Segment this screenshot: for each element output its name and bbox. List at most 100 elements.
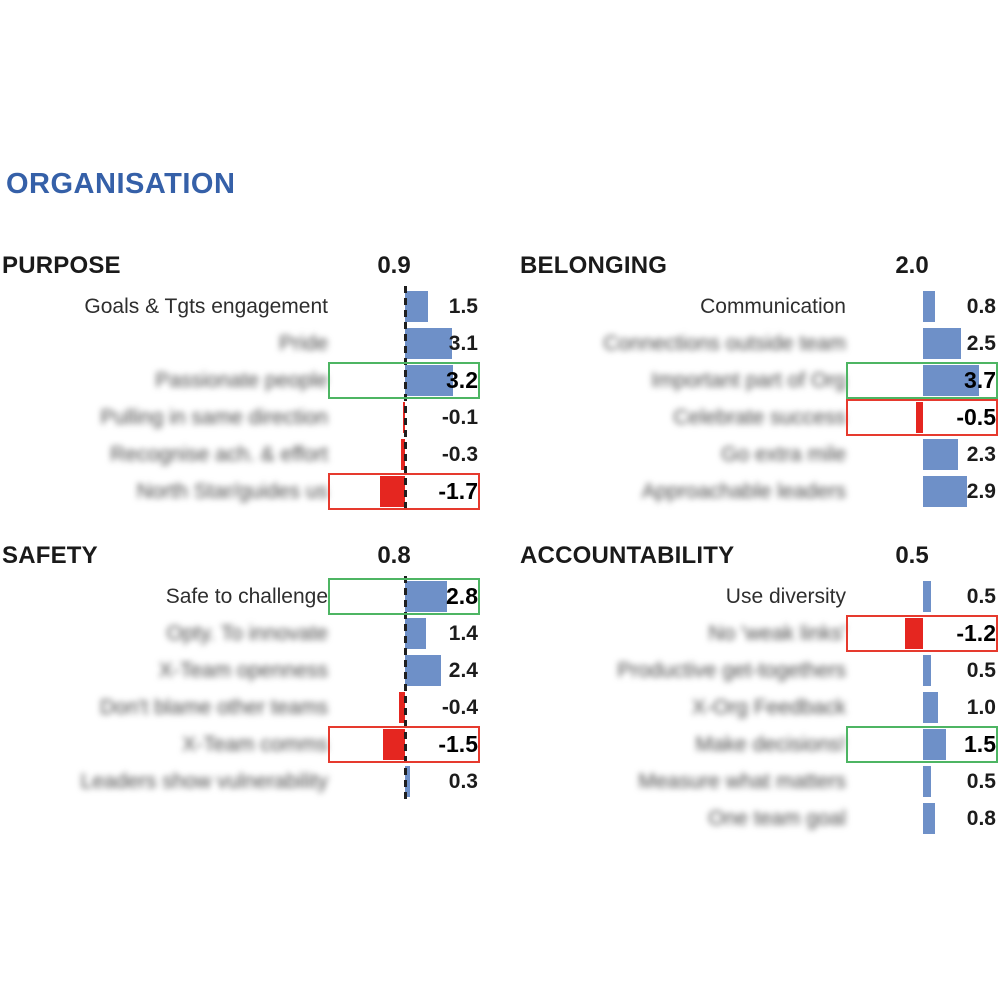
chart-row: Approachable leaders 2.9: [518, 473, 1000, 510]
row-value: -0.5: [956, 404, 996, 430]
section-score: 2.0: [895, 252, 929, 279]
row-value: -1.7: [438, 478, 478, 504]
row-value: 3.1: [448, 332, 478, 355]
section-title: ACCOUNTABILITY: [520, 542, 735, 569]
row-label: Important part of Org: [651, 369, 846, 392]
bar-positive: [405, 618, 426, 649]
row-value: 0.5: [966, 585, 996, 608]
row-value: -1.5: [438, 731, 478, 757]
bar-positive: [923, 655, 931, 686]
bar-positive: [923, 581, 931, 612]
chart-row: Connections outside team 2.5: [518, 325, 1000, 362]
highlight-box-good: [328, 362, 480, 399]
row-label: One team goal: [708, 807, 846, 830]
row-label: Pulling in same direction: [100, 406, 328, 429]
bar-positive: [405, 328, 452, 359]
row-label: Leaders show vulnerability: [80, 770, 328, 793]
chart-row: One team goal 0.8: [518, 800, 1000, 837]
bar-negative: [400, 439, 405, 470]
bar-negative: [915, 402, 923, 433]
chart-row: X-Team openness 2.4: [0, 652, 484, 689]
row-label: Use diversity: [725, 585, 846, 608]
row-label: Connections outside team: [603, 332, 846, 355]
highlight-box-bad: [846, 615, 998, 652]
row-label: Communication: [700, 295, 846, 318]
row-value: 3.2: [446, 367, 478, 393]
row-value: 1.5: [964, 731, 996, 757]
chart-row: Leaders show vulnerability 0.3: [0, 763, 484, 800]
row-value: -1.2: [956, 620, 996, 646]
chart-row: Pulling in same direction -0.1: [0, 399, 484, 436]
chart-row: Use diversity 0.5: [518, 578, 1000, 615]
chart-row: Make decisions! 1.5: [518, 726, 1000, 763]
row-label: Recognise ach. & effort: [110, 443, 328, 466]
row-value: 0.3: [448, 770, 478, 793]
chart-row: X-Team comms -1.5: [0, 726, 484, 763]
bar-negative: [905, 618, 923, 649]
bar-positive: [923, 803, 935, 834]
row-value: 1.0: [966, 696, 996, 719]
row-value: 0.8: [966, 807, 996, 830]
row-value: 1.4: [448, 622, 478, 645]
row-label: Measure what matters: [638, 770, 846, 793]
row-value: 2.9: [966, 480, 996, 503]
bar-positive: [405, 655, 441, 686]
chart-row: X-Org Feedback 1.0: [518, 689, 1000, 726]
chart-row: North Star/guides us -1.7: [0, 473, 484, 510]
bar-negative: [382, 729, 405, 760]
row-label: X-Team comms: [182, 733, 328, 756]
highlight-box-good: [846, 362, 998, 399]
row-label: Pride: [278, 332, 328, 355]
row-label: Goals & Tgts engagement: [84, 295, 328, 318]
chart-row: Goals & Tgts engagement 1.5: [0, 288, 484, 325]
row-value: -0.4: [441, 696, 478, 719]
chart-row: Important part of Org 3.7: [518, 362, 1000, 399]
row-label: Go extra mile: [721, 443, 846, 466]
row-value: -0.1: [441, 406, 478, 429]
row-value: -0.3: [441, 443, 478, 466]
section-title: BELONGING: [520, 252, 668, 279]
chart-row: Celebrate success -0.5: [518, 399, 1000, 436]
row-value: 2.8: [446, 583, 478, 609]
chart-row: No 'weak links' -1.2: [518, 615, 1000, 652]
row-label: Celebrate success: [673, 406, 846, 429]
row-value: 1.5: [448, 295, 478, 318]
highlight-box-good: [846, 726, 998, 763]
chart-row: Communication 0.8: [518, 288, 1000, 325]
bar-positive: [923, 476, 967, 507]
row-value: 0.8: [966, 295, 996, 318]
zero-axis-line: [404, 576, 407, 802]
row-label: Safe to challenge: [165, 585, 328, 608]
bar-positive: [923, 291, 935, 322]
row-label: North Star/guides us: [136, 480, 328, 503]
section-score: 0.5: [895, 542, 929, 569]
row-value: 2.5: [966, 332, 996, 355]
row-label: Opty. To innovate: [166, 622, 329, 645]
row-label: Productive get-togethers: [617, 659, 846, 682]
bar-positive: [923, 439, 958, 470]
bar-positive: [405, 291, 428, 322]
chart-row: Don't blame other teams -0.4: [0, 689, 484, 726]
row-label: No 'weak links': [708, 622, 846, 645]
highlight-box-good: [328, 578, 480, 615]
zero-axis-line: [404, 286, 407, 512]
row-value: 2.4: [448, 659, 478, 682]
row-label: Approachable leaders: [641, 480, 846, 503]
chart-row: Recognise ach. & effort -0.3: [0, 436, 484, 473]
chart-row: Measure what matters 0.5: [518, 763, 1000, 800]
page-title: ORGANISATION: [6, 168, 236, 200]
bar-negative: [379, 476, 405, 507]
row-label: Don't blame other teams: [99, 696, 328, 719]
row-value: 2.3: [966, 443, 996, 466]
chart-row: Passionate people 3.2: [0, 362, 484, 399]
bar-negative: [399, 692, 405, 723]
section-title: SAFETY: [2, 542, 98, 569]
row-value: 3.7: [964, 367, 996, 393]
highlight-box-bad: [328, 473, 480, 510]
bar-positive: [923, 365, 979, 396]
row-label: Passionate people: [155, 369, 328, 392]
section-score: 0.8: [377, 542, 411, 569]
section-score: 0.9: [377, 252, 411, 279]
highlight-box-bad: [328, 726, 480, 763]
